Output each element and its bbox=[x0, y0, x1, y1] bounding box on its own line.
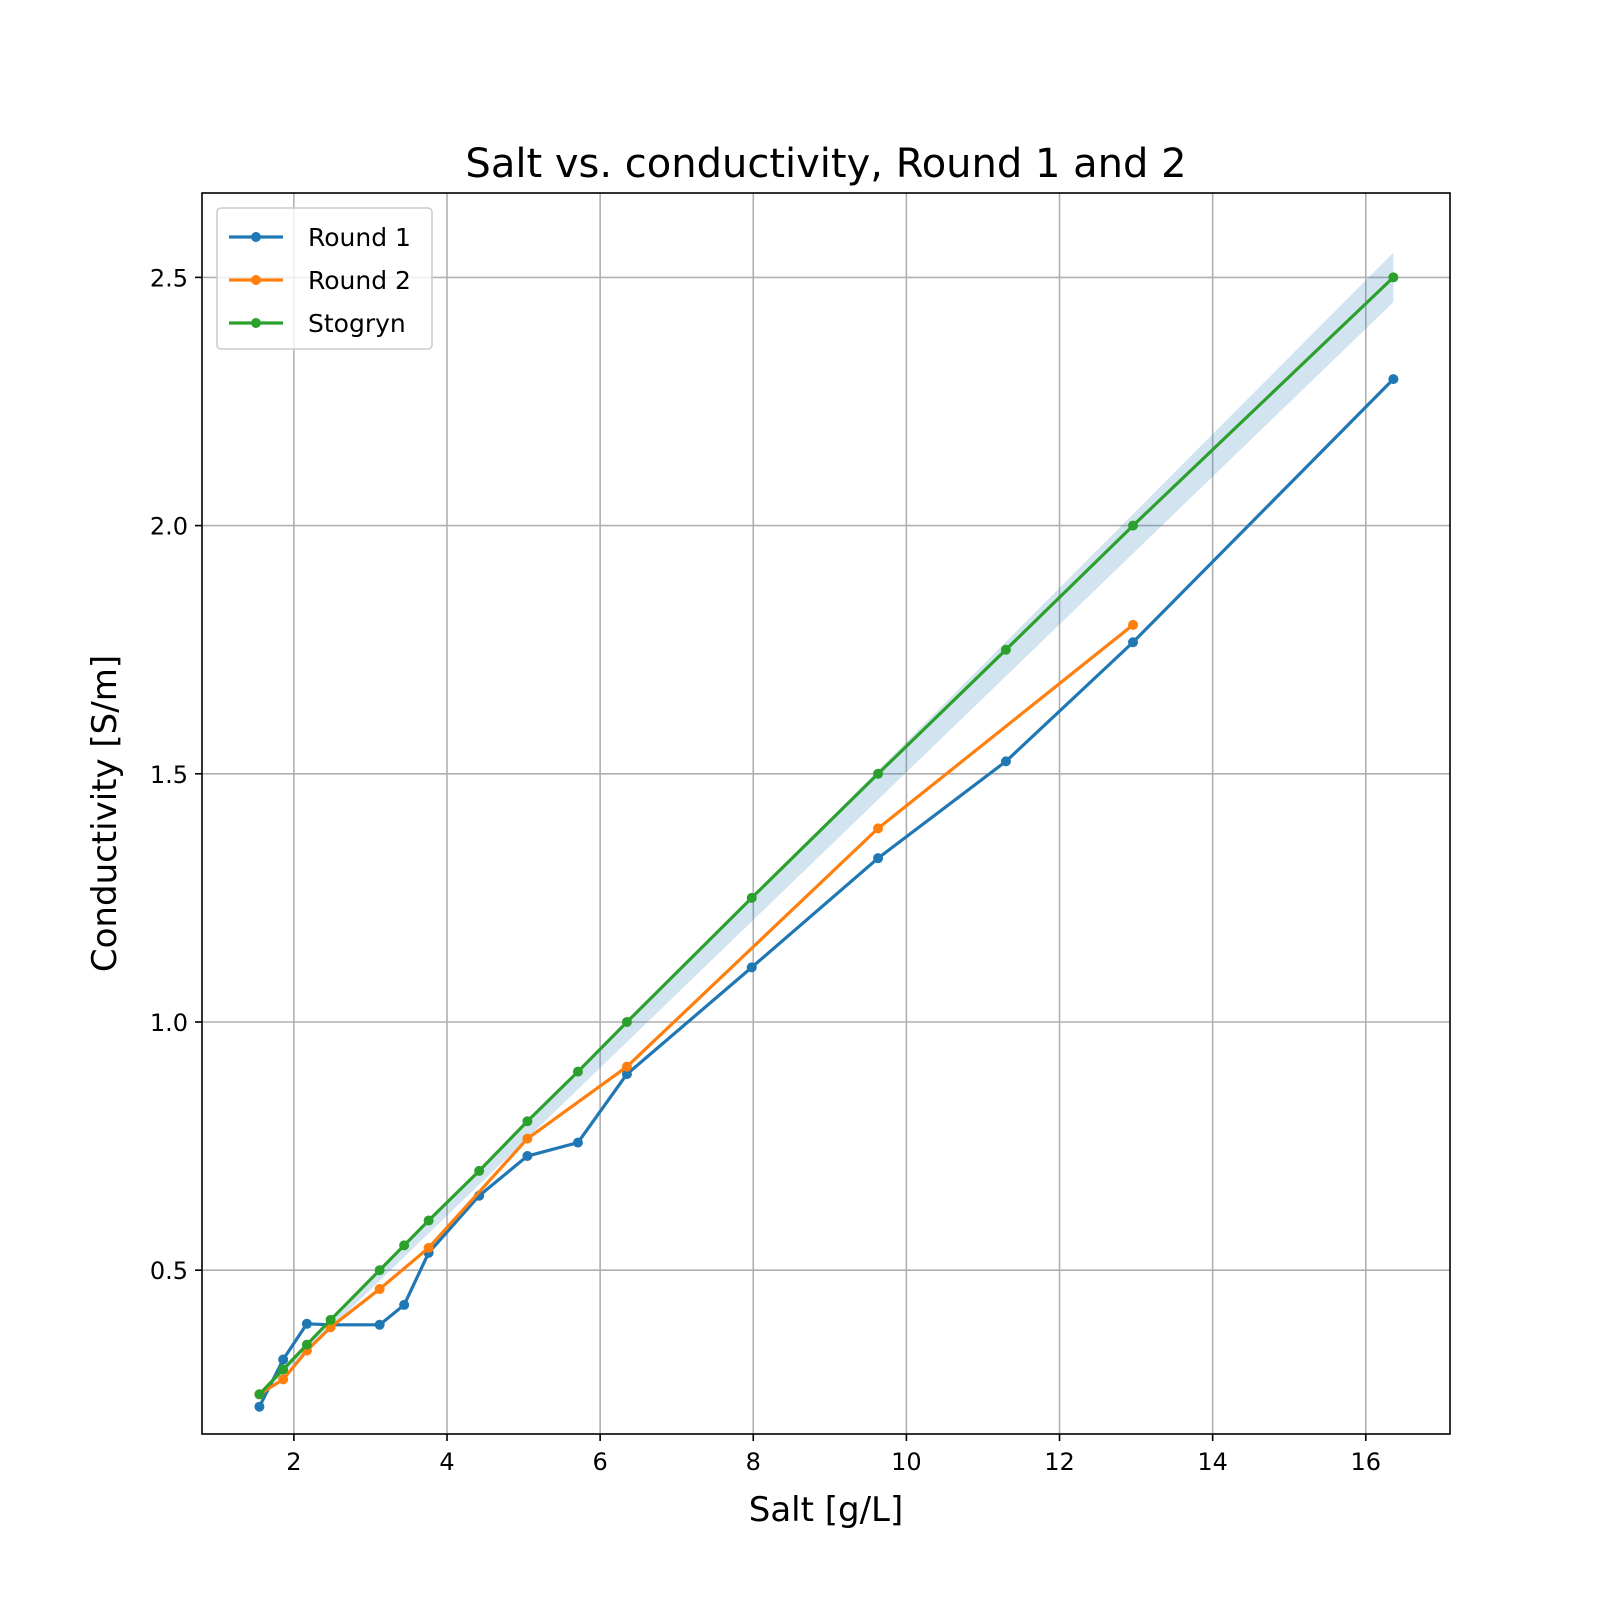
x-axis-ticks: 2 4 6 8 10 12 14 16 bbox=[286, 1434, 1381, 1476]
data-point bbox=[1388, 374, 1399, 385]
data-point bbox=[301, 1318, 312, 1329]
data-point bbox=[1000, 756, 1011, 767]
data-point bbox=[374, 1319, 385, 1330]
data-point bbox=[278, 1364, 289, 1375]
data-point bbox=[621, 1069, 632, 1080]
data-point bbox=[423, 1242, 434, 1253]
legend-item: Round 2 bbox=[229, 266, 411, 295]
legend-label: Round 2 bbox=[308, 266, 411, 295]
x-tick-label: 10 bbox=[891, 1448, 922, 1476]
x-tick-label: 2 bbox=[286, 1448, 301, 1476]
data-point bbox=[873, 768, 884, 779]
x-axis-label: Salt [g/L] bbox=[749, 1490, 904, 1530]
y-tick-label: 1.5 bbox=[150, 761, 188, 789]
data-point bbox=[572, 1137, 583, 1148]
data-point bbox=[1128, 619, 1139, 630]
legend-label: Stogryn bbox=[308, 309, 406, 338]
data-point bbox=[325, 1314, 336, 1325]
series-line bbox=[258, 276, 1395, 1396]
series-line bbox=[257, 378, 1395, 1408]
x-tick-label: 12 bbox=[1044, 1448, 1075, 1476]
y-tick-label: 0.5 bbox=[150, 1257, 188, 1285]
data-point bbox=[399, 1240, 410, 1251]
data-point bbox=[621, 1061, 632, 1072]
series-line bbox=[258, 623, 1135, 1396]
legend-item: Round 1 bbox=[229, 223, 411, 252]
data-point bbox=[301, 1339, 312, 1350]
legend-box bbox=[216, 207, 433, 350]
series-stogryn bbox=[254, 272, 1399, 1400]
data-point bbox=[746, 962, 757, 973]
legend-swatch-marker bbox=[251, 275, 261, 285]
data-point bbox=[399, 1299, 410, 1310]
y-axis-label: Conductivity [S/m] bbox=[85, 655, 125, 972]
legend-swatch-marker bbox=[251, 318, 261, 328]
x-tick-label: 8 bbox=[746, 1448, 761, 1476]
data-point bbox=[1128, 637, 1139, 648]
data-point bbox=[522, 1116, 533, 1127]
series-layer bbox=[254, 272, 1399, 1412]
y-tick-label: 2.0 bbox=[150, 513, 188, 541]
grid bbox=[202, 193, 1450, 1434]
data-point bbox=[1128, 520, 1139, 531]
y-axis-ticks: 0.5 1.0 1.5 2.0 2.5 bbox=[150, 264, 202, 1285]
data-point bbox=[254, 1401, 265, 1412]
data-point bbox=[374, 1265, 385, 1276]
y-tick-label: 1.0 bbox=[150, 1009, 188, 1037]
data-point bbox=[522, 1151, 533, 1162]
data-point bbox=[522, 1133, 533, 1144]
data-point bbox=[621, 1016, 632, 1027]
data-point bbox=[374, 1284, 385, 1295]
x-tick-label: 4 bbox=[439, 1448, 454, 1476]
x-tick-label: 6 bbox=[592, 1448, 607, 1476]
legend-label: Round 1 bbox=[308, 223, 411, 252]
plot-frame bbox=[201, 192, 1451, 1435]
data-point bbox=[746, 892, 757, 903]
y-tick-label: 2.5 bbox=[150, 264, 188, 292]
data-point bbox=[278, 1374, 289, 1385]
legend: Round 1 Round 2 Stogryn bbox=[216, 207, 433, 350]
data-point bbox=[423, 1215, 434, 1226]
x-tick-label: 16 bbox=[1351, 1448, 1382, 1476]
data-point bbox=[325, 1322, 336, 1333]
data-point bbox=[254, 1389, 265, 1400]
data-point bbox=[474, 1165, 485, 1176]
data-point bbox=[1388, 272, 1399, 283]
data-point bbox=[278, 1354, 289, 1365]
data-point bbox=[873, 853, 884, 864]
legend-item: Stogryn bbox=[229, 309, 406, 338]
data-point bbox=[1000, 644, 1011, 655]
data-point bbox=[572, 1066, 583, 1077]
x-tick-label: 14 bbox=[1197, 1448, 1228, 1476]
data-point bbox=[873, 823, 884, 834]
chart-title: Salt vs. conductivity, Round 1 and 2 bbox=[465, 141, 1186, 187]
legend-swatch-marker bbox=[251, 232, 261, 242]
